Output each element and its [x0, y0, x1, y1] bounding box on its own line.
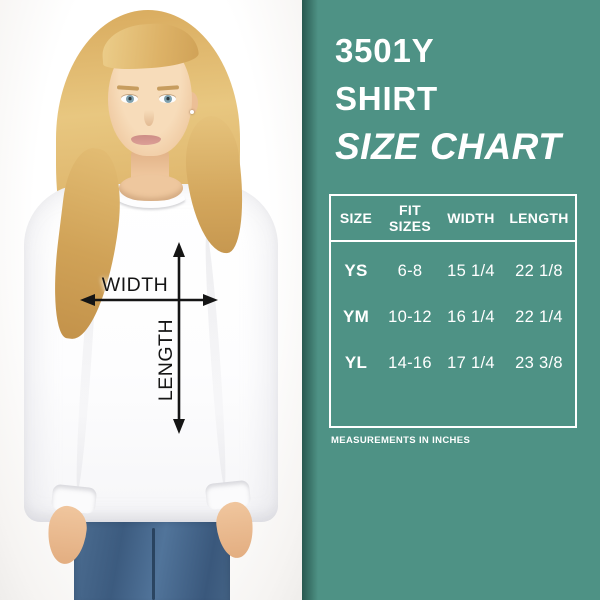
header-cell-size: SIZE — [339, 209, 373, 226]
header-cell-fit: FIT SIZES — [389, 201, 431, 234]
cell-length: 23 3/8 — [515, 353, 563, 372]
table-body: YS 6-8 15 1/4 22 1/8 YM 10-12 16 1/4 22 … — [331, 242, 575, 426]
cell-length: 22 1/4 — [515, 307, 563, 326]
size-chart-panel: 3501Y SHIRT SIZE CHART SIZE FIT SIZES WI… — [302, 0, 600, 600]
earring — [190, 110, 194, 114]
cell-width: 17 1/4 — [447, 353, 495, 372]
cell-fit: 6-8 — [397, 261, 423, 280]
lips — [131, 135, 161, 145]
length-label: LENGTH — [155, 318, 177, 402]
jeans — [74, 516, 230, 600]
table-row-yl: YL 14-16 17 1/4 23 3/8 — [331, 340, 575, 386]
length-arrow — [173, 242, 185, 434]
collar-rim — [113, 178, 189, 208]
product-code: 3501Y — [335, 32, 435, 69]
cell-size: YM — [342, 307, 370, 326]
model-photo: WIDTH LENGTH — [0, 0, 302, 600]
header-cell-width: WIDTH — [447, 209, 495, 226]
table-header: SIZE FIT SIZES WIDTH LENGTH — [331, 196, 575, 242]
cell-fit: 14-16 — [388, 353, 432, 372]
cell-size: YL — [344, 353, 368, 372]
cell-length: 22 1/8 — [515, 261, 563, 280]
page-title: 3501Y SHIRT SIZE CHART — [335, 27, 600, 171]
cell-width: 16 1/4 — [447, 307, 495, 326]
nose — [144, 106, 154, 126]
width-arrow — [80, 294, 218, 306]
cell-fit: 10-12 — [388, 307, 432, 326]
table-row-ys: YS 6-8 15 1/4 22 1/8 — [331, 248, 575, 294]
header-cell-length: LENGTH — [509, 209, 569, 226]
eye-right — [159, 95, 176, 103]
table-row-ym: YM 10-12 16 1/4 22 1/4 — [331, 294, 575, 340]
eye-left — [121, 95, 138, 103]
measurement-arrows — [80, 242, 218, 434]
size-table: SIZE FIT SIZES WIDTH LENGTH YS 6-8 15 1/… — [329, 194, 577, 428]
product-type: SHIRT — [335, 80, 438, 117]
chart-heading: SIZE CHART — [335, 126, 562, 167]
jeans-seam — [152, 528, 155, 600]
width-label: WIDTH — [101, 274, 169, 296]
measurements-footnote: MEASUREMENTS IN INCHES — [331, 435, 471, 446]
cell-width: 15 1/4 — [447, 261, 495, 280]
cell-size: YS — [344, 261, 368, 280]
